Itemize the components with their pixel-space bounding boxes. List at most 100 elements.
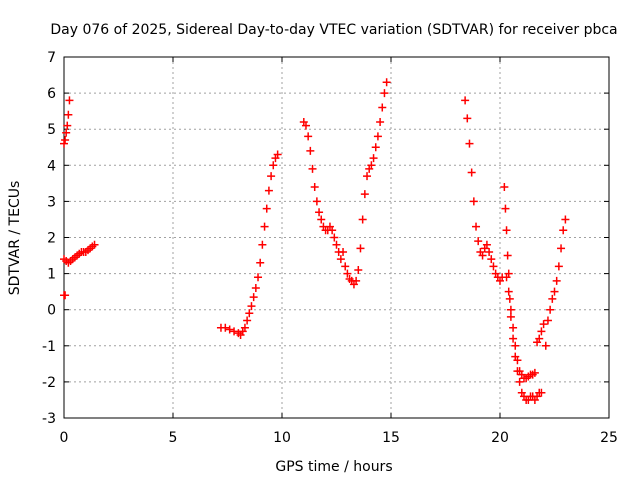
data-point-marker — [513, 356, 522, 365]
data-point-marker — [358, 215, 367, 224]
data-point-marker — [240, 323, 249, 332]
data-point-marker — [557, 244, 566, 253]
data-point-marker — [550, 287, 559, 296]
data-point-marker — [301, 121, 310, 130]
data-point-marker — [310, 182, 319, 191]
data-point-marker — [308, 164, 317, 173]
y-tick-label: 0 — [47, 303, 56, 319]
data-point-marker — [469, 197, 478, 206]
data-point-marker — [332, 240, 341, 249]
data-point-marker — [382, 78, 391, 87]
data-point-marker — [256, 258, 265, 267]
y-tick-label: 5 — [47, 122, 56, 138]
data-point-marker — [363, 172, 372, 181]
data-point-marker — [343, 269, 352, 278]
data-point-marker — [64, 110, 73, 119]
x-tick-label: 15 — [382, 430, 400, 446]
y-tick-label: -2 — [42, 375, 56, 391]
data-point-marker — [62, 128, 71, 137]
data-point-marker — [352, 276, 361, 285]
data-point-marker — [546, 305, 555, 314]
data-point-marker — [376, 117, 385, 126]
y-tick-label: 7 — [47, 50, 56, 66]
data-point-marker — [561, 215, 570, 224]
data-point-marker — [267, 172, 276, 181]
y-axis-label: SDTVAR / TECUs — [7, 181, 23, 296]
data-point-marker — [243, 316, 252, 325]
data-point-marker — [369, 154, 378, 163]
data-point-marker — [360, 190, 369, 199]
data-point-marker — [225, 325, 234, 334]
data-point-marker — [61, 136, 70, 145]
data-point-marker — [541, 341, 550, 350]
data-point-marker — [339, 247, 348, 256]
data-point-marker — [264, 186, 273, 195]
data-point-marker — [559, 226, 568, 235]
grid — [64, 57, 609, 418]
data-point-marker — [474, 237, 483, 246]
data-point-marker — [273, 150, 282, 159]
data-point-marker — [505, 294, 514, 303]
data-point-marker — [465, 139, 474, 148]
data-point-marker — [548, 294, 557, 303]
data-point-marker — [262, 204, 271, 213]
data-point-marker — [506, 305, 515, 314]
data-point-marker — [330, 233, 339, 242]
data-point-marker — [506, 312, 515, 321]
data-point-marker — [485, 247, 494, 256]
data-point-marker — [247, 302, 256, 311]
data-point-marker — [500, 182, 509, 191]
data-point-marker — [537, 327, 546, 336]
data-point-marker — [245, 309, 254, 318]
data-point-marker — [373, 132, 382, 141]
data-point-marker — [221, 323, 230, 332]
data-point-marker — [258, 240, 267, 249]
y-tick-label: 2 — [47, 231, 56, 247]
data-point-marker — [530, 368, 539, 377]
data-point-marker — [503, 251, 512, 260]
data-point-marker — [378, 103, 387, 112]
data-point-marker — [511, 341, 520, 350]
data-point-marker — [515, 377, 524, 386]
data-point-marker — [502, 273, 511, 282]
data-point-marker — [306, 146, 315, 155]
data-point-marker — [312, 197, 321, 206]
y-tick-label: -3 — [42, 411, 56, 427]
data-point-marker — [90, 240, 99, 249]
data-point-marker — [61, 291, 70, 300]
data-point-marker — [478, 251, 487, 260]
x-axis-label: GPS time / hours — [275, 459, 392, 475]
data-point-marker — [504, 287, 513, 296]
data-point-marker — [482, 240, 491, 249]
data-point-marker — [341, 262, 350, 271]
data-point-marker — [60, 139, 68, 148]
data-point-marker — [489, 262, 498, 271]
data-point-marker — [65, 96, 74, 105]
data-point-marker — [356, 244, 365, 253]
data-point-marker — [467, 168, 476, 177]
data-point-marker — [269, 161, 278, 170]
data-point-marker — [254, 273, 263, 282]
data-point-marker — [509, 334, 518, 343]
data-point-marker — [367, 161, 376, 170]
data-markers — [60, 78, 570, 404]
x-tick-label: 5 — [169, 430, 178, 446]
data-point-marker — [336, 255, 345, 264]
data-point-marker — [537, 388, 546, 397]
data-point-marker — [543, 316, 552, 325]
data-point-marker — [354, 265, 363, 274]
data-point-marker — [371, 143, 380, 152]
data-point-marker — [552, 276, 561, 285]
data-point-marker — [539, 320, 548, 329]
data-point-marker — [249, 293, 258, 302]
y-tick-label: 4 — [47, 158, 56, 174]
chart-title: Day 076 of 2025, Sidereal Day-to-day VTE… — [50, 22, 617, 38]
x-tick-label: 0 — [60, 430, 69, 446]
data-point-marker — [502, 226, 511, 235]
data-point-marker — [230, 327, 239, 336]
x-tick-label: 20 — [491, 430, 509, 446]
data-point-marker — [317, 215, 326, 224]
data-point-marker — [501, 204, 510, 213]
